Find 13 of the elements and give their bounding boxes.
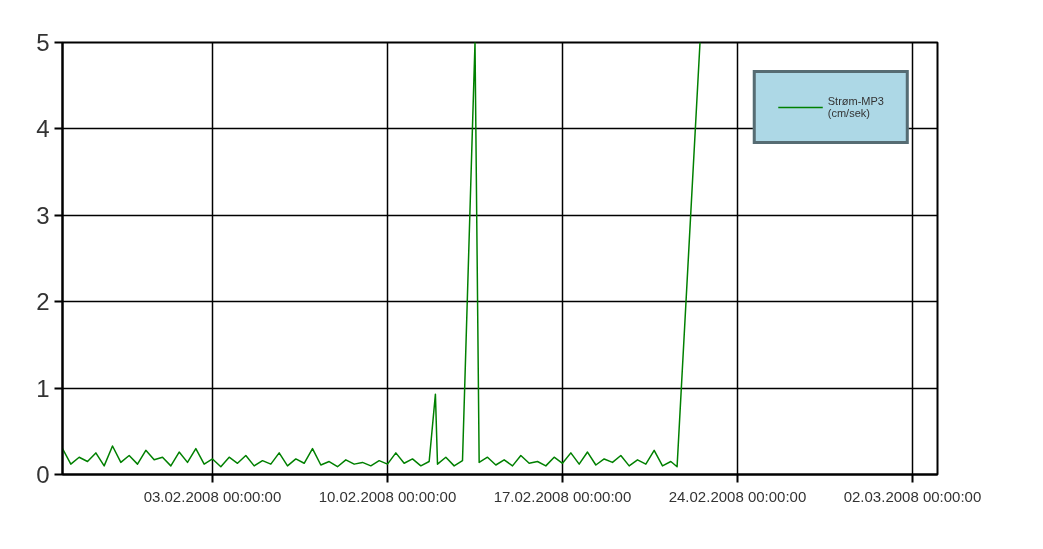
y-tick-label: 4: [36, 115, 50, 143]
x-tick-label: 02.03.2008 00:00:00: [843, 487, 982, 505]
y-tick-label: 3: [36, 201, 50, 229]
y-tick-label: 0: [36, 461, 50, 488]
x-tick-label: 24.02.2008 00:00:00: [668, 487, 807, 505]
y-tick-label: 2: [36, 288, 50, 316]
x-tick-label: 03.02.2008 00:00:00: [143, 487, 282, 505]
y-tick-label: 5: [36, 29, 50, 56]
line-series: [62, 42, 701, 468]
x-tick-label: 10.02.2008 00:00:00: [318, 487, 457, 505]
legend-label: Strøm-MP3 (cm/sek): [827, 95, 884, 119]
x-tick-label: 17.02.2008 00:00:00: [493, 487, 632, 505]
y-tick-label: 1: [36, 374, 50, 402]
